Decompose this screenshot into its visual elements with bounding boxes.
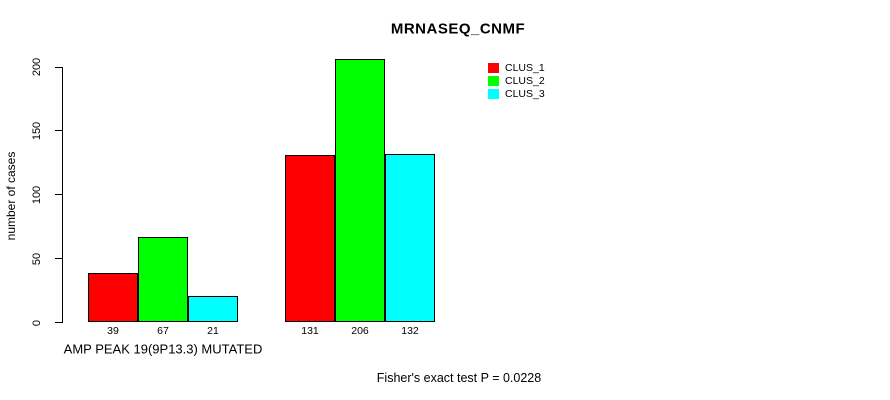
y-axis-tick-label: 0 <box>31 319 43 326</box>
bar-clus_1-group2 <box>285 155 335 323</box>
bar-value-label: 131 <box>301 325 319 337</box>
y-axis-tick-label: 100 <box>31 185 43 204</box>
legend: CLUS_1 CLUS_2 CLUS_3 <box>488 61 545 100</box>
bar-clus_2-group1 <box>138 236 188 323</box>
chart-title: MRNASEQ_CNMF <box>390 20 526 38</box>
bar-value-label: 206 <box>351 325 369 337</box>
legend-label: CLUS_3 <box>505 87 545 100</box>
x-axis-group-label: AMP PEAK 19(9P13.3) MUTATED <box>63 341 263 357</box>
legend-item-clus_2: CLUS_2 <box>488 74 545 87</box>
bar-value-label: 67 <box>157 325 169 337</box>
legend-label: CLUS_2 <box>505 74 545 87</box>
y-axis-title: number of cases <box>4 151 18 241</box>
fisher-test-annotation: Fisher's exact test P = 0.0228 <box>376 371 542 385</box>
legend-item-clus_1: CLUS_1 <box>488 61 545 74</box>
y-axis-tick <box>54 130 62 132</box>
legend-label: CLUS_1 <box>505 61 545 74</box>
bar-clus_3-group1 <box>188 295 238 323</box>
bar-value-label: 132 <box>401 325 419 337</box>
bar-value-label: 21 <box>207 325 219 337</box>
y-axis-tick <box>54 322 62 323</box>
bar-clus_2-group2 <box>335 59 385 323</box>
y-axis-tick-label: 150 <box>31 121 43 141</box>
y-axis-tick <box>54 194 62 196</box>
y-axis-tick <box>54 66 62 68</box>
bar-value-label: 39 <box>107 325 119 337</box>
y-axis-tick <box>54 258 62 260</box>
legend-swatch-icon <box>488 62 499 73</box>
bar-clus_3-group2 <box>385 153 435 323</box>
legend-swatch-icon <box>488 75 499 86</box>
y-axis-tick-label: 200 <box>31 57 43 77</box>
bar-clus_1-group1 <box>88 272 138 323</box>
legend-swatch-icon <box>488 88 499 99</box>
legend-item-clus_3: CLUS_3 <box>488 87 545 100</box>
y-axis-line <box>61 67 63 323</box>
y-axis-tick-label: 50 <box>31 252 43 265</box>
